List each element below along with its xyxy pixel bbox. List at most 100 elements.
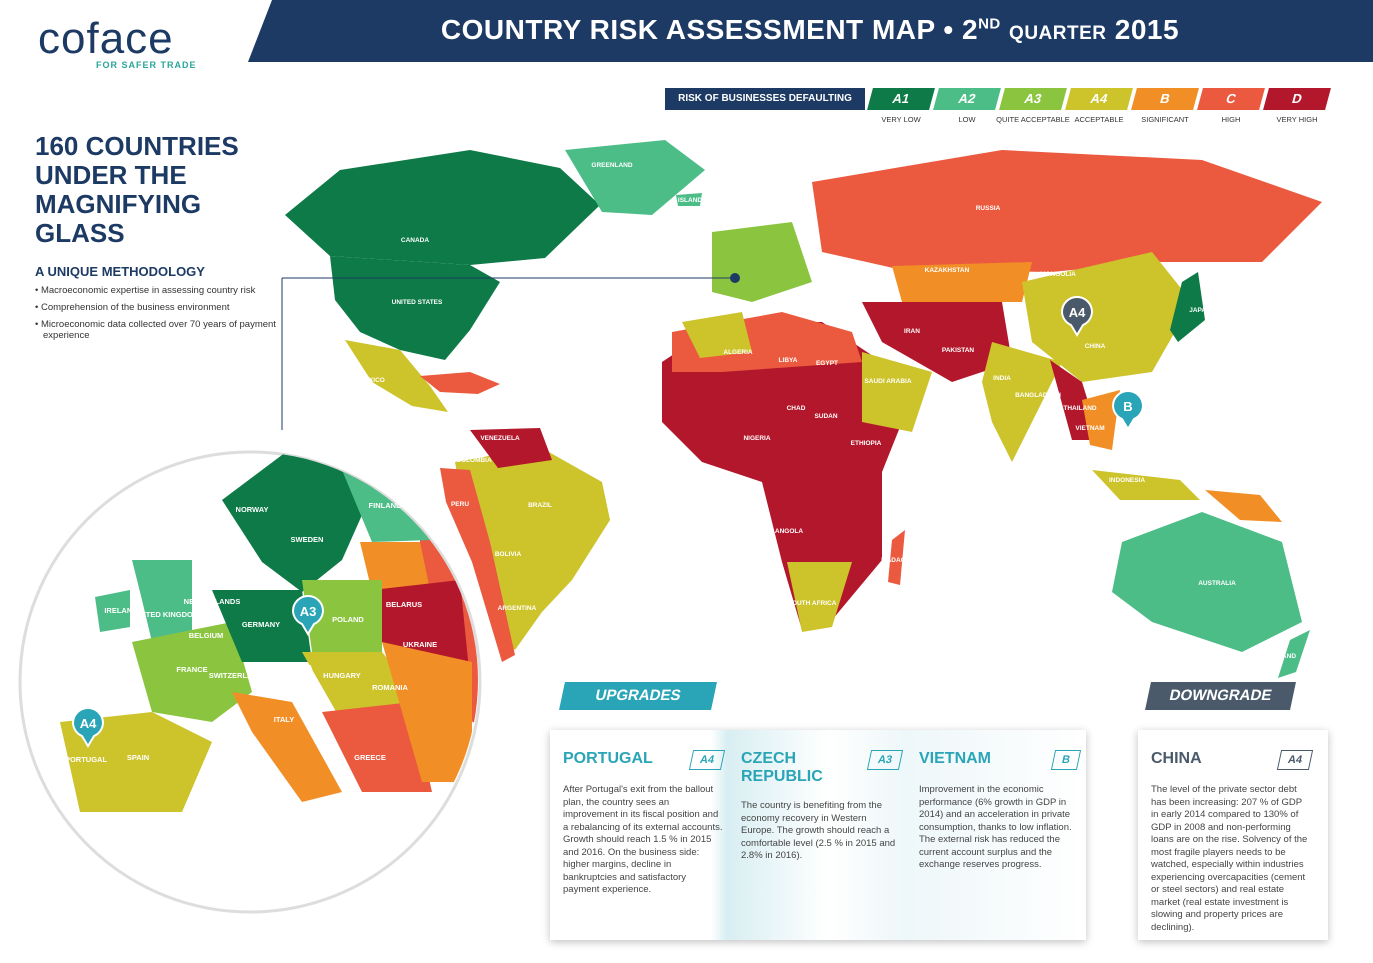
country-label: ANGOLA [775,528,803,535]
country-label: SAUDI ARABIA [864,378,911,385]
region [888,530,905,585]
region [712,222,812,302]
country-label: NETHERLANDS [184,597,241,606]
heading-line: GLASS [35,218,125,248]
pin-label: A4 [80,716,97,731]
downgrade-card [1138,730,1328,940]
country-label: UNITED STATES [392,299,443,306]
legend-desc: QUITE ACCEPTABLE [996,115,1070,124]
story-country: CHINA [1151,750,1202,767]
country-label: INDIA [993,375,1011,382]
region [676,193,702,206]
country-label: INDONESIA [1109,477,1145,484]
country-label: PAKISTAN [942,347,975,354]
region [440,468,515,662]
country-label: SPAIN [127,753,149,762]
country-label: AUSTRALIA [1198,580,1236,587]
country-label: CHAD [787,405,806,412]
country-label: FRANCE [176,665,207,674]
country-label: ARGENTINA [498,605,537,612]
bullet-list: Macroeconomic expertise in assessing cou… [35,285,295,347]
country-label: ALGERIA [723,349,753,356]
region [812,150,1322,272]
story: CHINA A4 The level of the private sector d… [1151,750,1314,934]
region [322,702,432,792]
connector-dot [730,273,740,283]
region [982,342,1062,462]
country-label: PORTUGAL [65,755,108,764]
country-label: BOLIVIA [495,551,522,558]
region [302,580,382,652]
country-label: GERMANY [242,620,280,629]
region [1170,272,1205,342]
intro-heading: 160 COUNTRIES UNDER THE MAGNIFYING GLASS [35,132,239,248]
downgrade-tag: DOWNGRADE [1145,682,1296,710]
country-label: DENMARK [221,573,260,582]
intro-subheading: A UNIQUE METHODOLOGY [35,264,205,279]
country-label: JAPAN [1189,307,1211,314]
country-label: KAZAKHSTAN [925,267,970,274]
legend-desc: SIGNIFICANT [1141,115,1189,124]
pin-label: B [1123,399,1132,414]
country-label: MEXICO [359,377,385,384]
title-quarter: QUARTER [1009,23,1107,44]
region [682,312,752,358]
country-label: ROMANIA [372,683,408,692]
bullet: Microeconomic data collected over 70 yea… [35,319,295,341]
map-labels: CANADA UNITED STATES MEXICO GREENLAND ISLAND… [359,162,1296,660]
story-country: VIETNAM [919,750,991,767]
region [662,322,902,630]
country-label: CANADA [401,237,429,244]
country-label: UNITED KINGDOM [133,610,199,619]
region [222,452,382,592]
country-label: BANGLADESH [1015,392,1061,399]
region [1022,252,1192,382]
country-label: ISLAND [678,197,703,204]
story: VIETNAM B Improvement in the economic perf… [919,750,1082,872]
region [1112,512,1302,652]
country-label: SOUTH AFRICA [788,600,837,607]
legend-desc: VERY HIGH [1276,115,1318,124]
story-text: After Portugal's exit from the ballout p… [563,784,723,895]
region [60,712,212,812]
pin [291,595,325,636]
country-label: VENEZUELA [480,435,520,442]
region [345,340,448,412]
region [470,428,552,468]
country-label: SWITZERLAND [209,671,264,680]
pin [71,707,105,748]
region [1205,490,1282,522]
title: COUNTRY RISK ASSESSMENT MAP • 2ND QUARTE… [300,14,1320,46]
country-label: PERU [451,501,469,508]
heading-line: MAGNIFYING [35,189,202,219]
logo: coface [38,14,174,63]
region [862,302,1012,382]
region [382,642,472,782]
country-label: TURKEY [832,303,859,310]
region [232,692,342,802]
story-title: PORTUGAL A4 [563,750,726,770]
country-label: AUSTRIA [279,663,313,672]
pin [1060,296,1094,337]
country-label: UKRAINE [403,640,437,649]
country-label: THAILAND [1063,405,1097,412]
title-sup: ND [978,15,1001,33]
region [892,262,1032,302]
country-label: BELGIUM [189,631,224,640]
bullet: Macroeconomic expertise in assessing cou… [35,285,295,296]
country-label: MADAGASCAR [881,557,929,564]
country-label: GREECE [354,753,386,762]
story-rating: B [1050,750,1082,770]
region [787,562,852,632]
country-label: ETHIOPIA [851,440,882,447]
story-rating: A3 [866,750,904,770]
country-label: SWEDEN [291,535,324,544]
country-label: POLAND [332,615,364,624]
country-label: SUDAN [814,413,837,420]
country-label: NIGERIA [743,435,770,442]
pin-label: A3 [300,604,317,619]
legend-desc: LOW [958,115,976,124]
legend-desc: ACCEPTABLE [1074,115,1124,124]
